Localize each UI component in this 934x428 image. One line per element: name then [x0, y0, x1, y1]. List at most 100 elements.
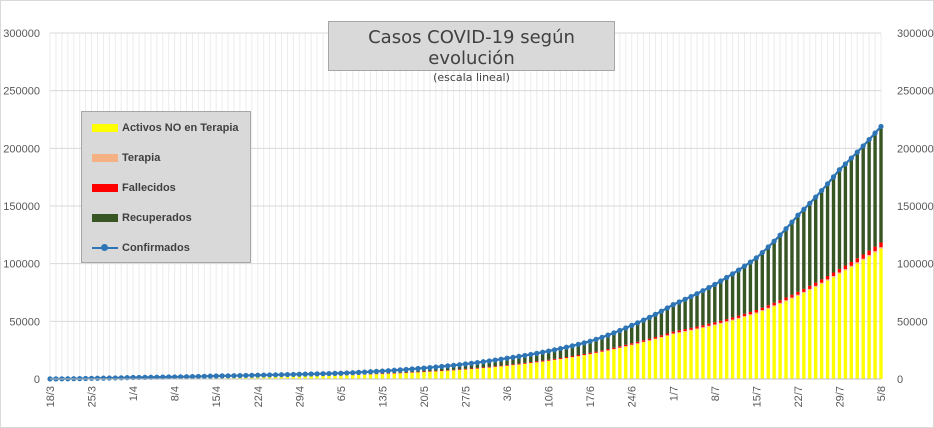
bar-activos [511, 365, 515, 379]
bar-fallecidos [469, 368, 474, 370]
bar-recuperados [784, 228, 788, 298]
bar-activos [291, 376, 296, 379]
bar-terapia [748, 314, 753, 316]
bar-recuperados [487, 360, 491, 367]
point-confirmados [765, 244, 771, 250]
point-confirmados [451, 362, 457, 368]
bar-activos [523, 364, 527, 379]
x-tick-label: 17/6 [585, 386, 597, 407]
x-tick-label: 1/7 [668, 386, 680, 401]
bar-recuperados [730, 273, 735, 318]
bar-terapia [641, 341, 646, 343]
point-confirmados [278, 372, 285, 378]
bar-terapia [635, 343, 640, 344]
bar-recuperados [529, 354, 533, 363]
bar-activos [529, 363, 533, 379]
bar-fallecidos [659, 335, 664, 337]
bar-activos [564, 358, 569, 379]
point-confirmados [225, 373, 231, 379]
bar-fallecidos [635, 341, 640, 344]
bar-recuperados [766, 247, 770, 306]
bar-recuperados [588, 341, 592, 353]
bar-activos [588, 354, 592, 379]
point-confirmados [237, 372, 243, 379]
bar-activos [469, 369, 474, 379]
bar-activos [808, 290, 812, 379]
point-confirmados [551, 347, 558, 353]
bar-recuperados [511, 357, 515, 365]
point-confirmados [783, 226, 789, 232]
bar-fallecidos [707, 323, 711, 326]
point-confirmados [433, 364, 439, 370]
bar-recuperados [618, 330, 622, 347]
bar-terapia [653, 338, 658, 340]
bar-activos [380, 374, 385, 379]
bar-recuperados [558, 348, 563, 358]
bar-recuperados [677, 301, 681, 331]
bar-fallecidos [689, 327, 693, 330]
point-confirmados [688, 293, 694, 300]
point-confirmados [267, 372, 273, 378]
bar-fallecidos [600, 350, 604, 352]
y-tick-label-right: 300000 [897, 28, 934, 40]
bar-recuperados [635, 322, 640, 342]
bar-activos [570, 357, 575, 379]
point-confirmados [397, 367, 403, 373]
bar-fallecidos [552, 358, 557, 360]
point-confirmados [563, 344, 570, 350]
legend-label-recuperados: Recuperados [122, 212, 192, 224]
bar-recuperados [535, 353, 539, 362]
x-tick-label: 24/6 [627, 386, 639, 407]
x-tick-label: 27/5 [461, 386, 473, 407]
bar-terapia [855, 262, 859, 264]
point-confirmados [154, 374, 160, 380]
bar-recuperados [772, 241, 776, 303]
bar-terapia [600, 351, 604, 353]
bar-activos [356, 374, 361, 379]
point-confirmados [528, 351, 534, 358]
bar-fallecidos [802, 288, 806, 292]
point-confirmados [504, 355, 510, 361]
point-confirmados [468, 360, 475, 366]
bar-terapia [713, 324, 717, 326]
y-tick-label-right: 150000 [897, 201, 934, 213]
legend-label-terapia: Terapia [122, 152, 161, 164]
point-confirmados [747, 259, 754, 265]
bar-fallecidos [808, 285, 812, 289]
bar-activos [434, 371, 438, 379]
bar-terapia [730, 319, 735, 321]
bar-recuperados [523, 355, 527, 363]
bar-fallecidos [463, 368, 468, 370]
point-confirmados [112, 375, 118, 381]
bar-fallecidos [796, 291, 800, 295]
bar-terapia [695, 328, 699, 330]
bar-recuperados [665, 307, 670, 334]
point-confirmados [486, 358, 492, 364]
bar-activos [760, 311, 764, 379]
point-confirmados [172, 374, 178, 380]
bar-terapia [760, 310, 764, 312]
point-confirmados [94, 375, 101, 381]
point-confirmados [320, 371, 326, 377]
bar-activos [368, 374, 373, 379]
point-confirmados [724, 274, 730, 281]
point-confirmados [646, 314, 653, 320]
bar-activos [671, 334, 675, 379]
bar-recuperados [760, 252, 764, 308]
x-tick-label: 6/5 [336, 386, 348, 401]
bar-terapia [831, 275, 836, 278]
bar-terapia [790, 297, 794, 299]
bar-activos [659, 337, 664, 379]
bar-terapia [861, 258, 865, 261]
bar-fallecidos [612, 347, 616, 350]
bar-recuperados [837, 169, 842, 269]
point-confirmados [735, 267, 742, 273]
bar-fallecidos [790, 294, 794, 298]
bar-terapia [701, 327, 705, 329]
point-confirmados [617, 327, 623, 334]
bar-fallecidos [843, 265, 848, 270]
bar-terapia [778, 302, 782, 304]
point-confirmados [189, 373, 196, 380]
point-confirmados [664, 305, 670, 311]
bar-activos [422, 372, 426, 379]
